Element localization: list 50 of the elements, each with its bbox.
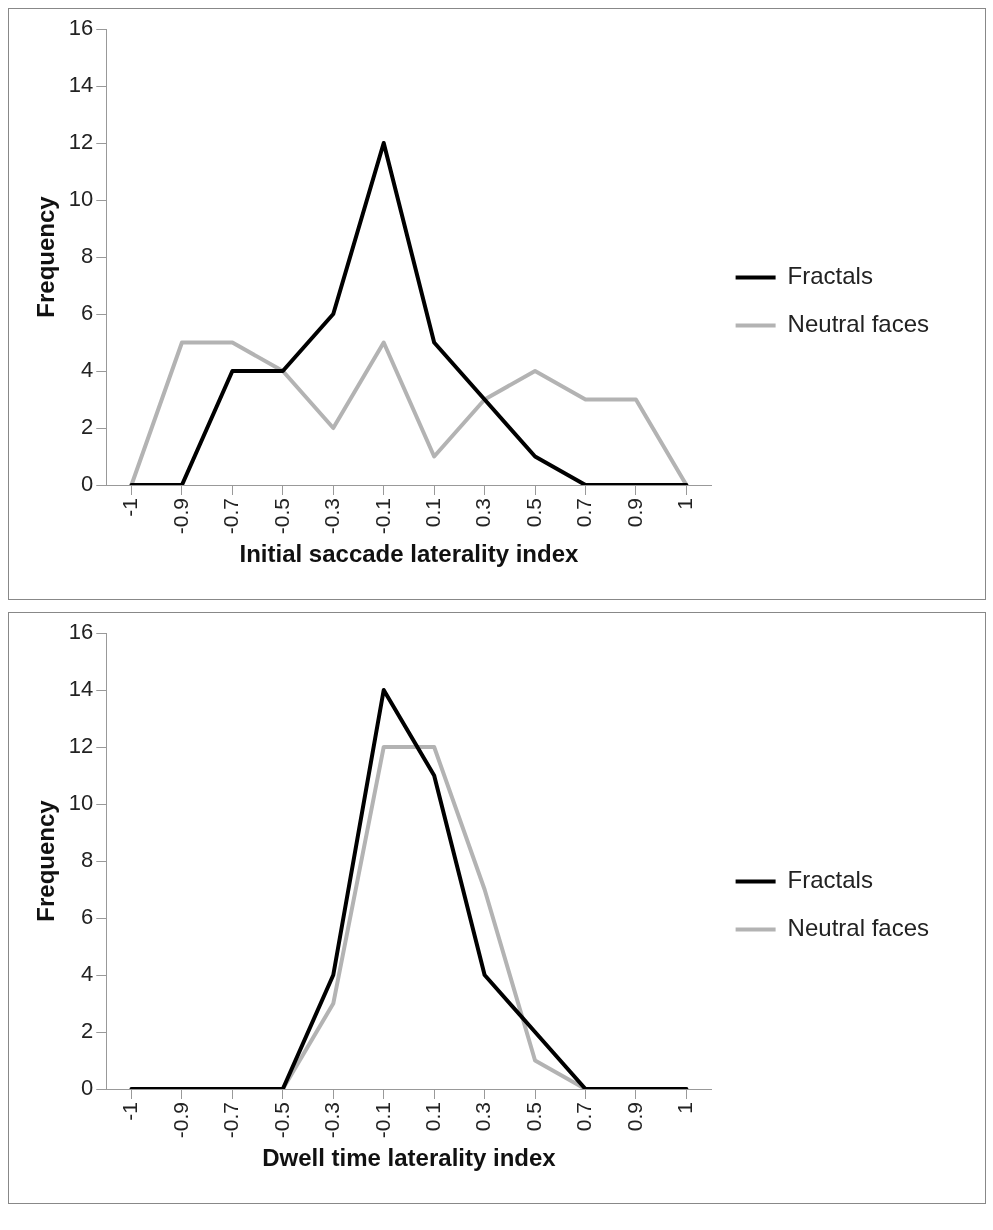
x-tick-label: 0.5	[521, 1102, 545, 1132]
x-tick-label: -0.5	[269, 1102, 293, 1139]
x-tick-label: 0.9	[622, 498, 646, 528]
x-axis-title: Dwell time laterality index	[262, 1144, 557, 1172]
x-tick-label: 0.3	[471, 1102, 495, 1132]
legend-label: Fractals	[787, 262, 873, 290]
x-tick-label: -1	[118, 1102, 142, 1121]
y-tick-label: 4	[81, 961, 94, 987]
y-tick-label: 12	[68, 733, 94, 759]
x-tick-label: 0.1	[420, 1102, 444, 1132]
x-tick-label: -0.1	[370, 498, 394, 535]
y-tick-label: 16	[68, 619, 94, 645]
x-tick-label: 0.5	[521, 498, 545, 528]
y-tick-label: 12	[68, 129, 94, 155]
x-tick-label: -0.7	[219, 1102, 243, 1139]
x-tick-label: 0.1	[420, 498, 444, 528]
legend-label: Neutral faces	[787, 914, 930, 942]
x-tick-label: -0.5	[269, 498, 293, 535]
y-tick-label: 6	[81, 904, 94, 930]
x-tick-label: -0.3	[320, 498, 344, 535]
x-tick-label: 0.3	[471, 498, 495, 528]
y-tick-label: 0	[81, 471, 94, 497]
x-tick-label: -0.9	[168, 1102, 192, 1139]
x-axis-title: Initial saccade laterality index	[239, 540, 579, 568]
y-tick-label: 8	[81, 847, 94, 873]
y-tick-label: 14	[68, 676, 94, 702]
y-tick-label: 0	[81, 1075, 94, 1101]
x-tick-label: -0.7	[219, 498, 243, 535]
y-tick-label: 10	[68, 790, 94, 816]
y-tick-label: 6	[81, 300, 94, 326]
y-tick-label: 16	[68, 15, 94, 41]
y-tick-label: 2	[81, 1018, 94, 1044]
y-axis-title: Frequency	[32, 799, 60, 922]
x-tick-label: -0.3	[320, 1102, 344, 1139]
y-tick-label: 2	[81, 414, 94, 440]
y-tick-label: 10	[68, 186, 94, 212]
x-tick-label: 0.9	[622, 1102, 646, 1132]
x-tick-label: -0.1	[370, 1102, 394, 1139]
legend-label: Fractals	[787, 866, 873, 894]
x-tick-label: 1	[673, 1102, 697, 1114]
y-tick-label: 14	[68, 72, 94, 98]
x-tick-label: 0.7	[572, 498, 596, 528]
x-tick-label: 0.7	[572, 1102, 596, 1132]
x-tick-label: -1	[118, 498, 142, 517]
y-tick-label: 8	[81, 243, 94, 269]
x-tick-label: -0.9	[168, 498, 192, 535]
y-axis-title: Frequency	[32, 195, 60, 318]
x-tick-label: 1	[673, 498, 697, 510]
legend-label: Neutral faces	[787, 310, 930, 338]
y-tick-label: 4	[81, 357, 94, 383]
